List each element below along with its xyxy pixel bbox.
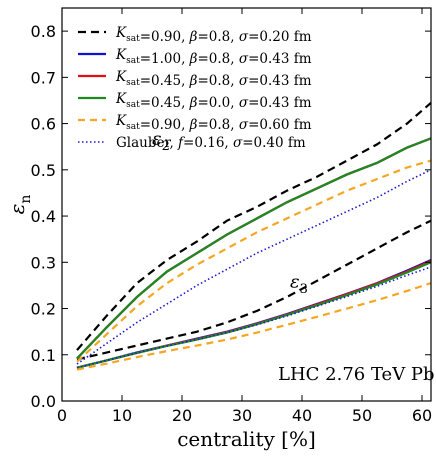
series-line-5-eps3: [76, 282, 432, 371]
y-tick-label: 0.2: [31, 300, 56, 319]
x-tick-label: 30: [232, 406, 252, 425]
series-line-5-eps2: [76, 159, 432, 363]
series-line-4-eps2: [76, 137, 432, 360]
x-tick-label: 10: [112, 406, 132, 425]
x-tick-label: 60: [412, 406, 432, 425]
x-tick-label: 50: [352, 406, 372, 425]
axes-frame: [61, 7, 432, 402]
legend-label-2: Ksat=1.00, β=0.8, σ=0.43 fm: [115, 47, 312, 67]
series-line-6-eps2: [76, 169, 432, 365]
legend-label-4: Ksat=0.45, β=0.0, σ=0.43 fm: [115, 91, 312, 111]
series-line-1-eps2: [76, 101, 432, 351]
legend-label-6: Glauber, f=0.16, σ=0.40 fm: [116, 135, 306, 151]
y-tick-label: 0.8: [31, 22, 56, 41]
annotation-2: ε3: [290, 272, 308, 297]
y-tick-label: 0.7: [31, 68, 56, 87]
series-line-2-eps3: [76, 258, 432, 369]
y-tick-label: 0.1: [31, 346, 56, 365]
legend-label-3: Ksat=0.45, β=0.8, σ=0.43 fm: [115, 69, 312, 89]
y-tick-label: 0.4: [31, 207, 56, 226]
y-axis-label: εn: [5, 195, 34, 215]
y-tick-label: 0.0: [31, 392, 56, 411]
series-line-4-eps3: [76, 261, 432, 369]
annotation-1: ε2: [152, 128, 170, 153]
x-tick-label: 20: [172, 406, 192, 425]
x-axis-label: centrality [%]: [177, 427, 316, 451]
x-tick-label: 0: [57, 406, 67, 425]
y-tick-label: 0.5: [31, 161, 56, 180]
y-tick-label: 0.6: [31, 115, 56, 134]
annotation-3: LHC 2.76 TeV Pb+Pb: [278, 364, 436, 385]
legend-label-1: Ksat=0.90, β=0.8, σ=0.20 fm: [115, 25, 312, 45]
annotations: ε2 ε3 LHC 2.76 TeV Pb+Pb: [152, 128, 436, 385]
y-tick-label: 0.3: [31, 253, 56, 272]
series-layer: [76, 101, 432, 371]
axes: 0 10 20 30 40 50 60 0.0 0.1 0.2 0.3 0.4 0.5 0.6 0.7 0.8…: [5, 7, 432, 451]
series-line-3-eps3: [76, 259, 432, 369]
x-tick-label: 40: [292, 406, 312, 425]
series-line-1-eps3: [76, 219, 432, 361]
legend-label-5: Ksat=0.90, β=0.8, σ=0.60 fm: [115, 113, 312, 133]
series-line-6-eps3: [76, 266, 432, 369]
